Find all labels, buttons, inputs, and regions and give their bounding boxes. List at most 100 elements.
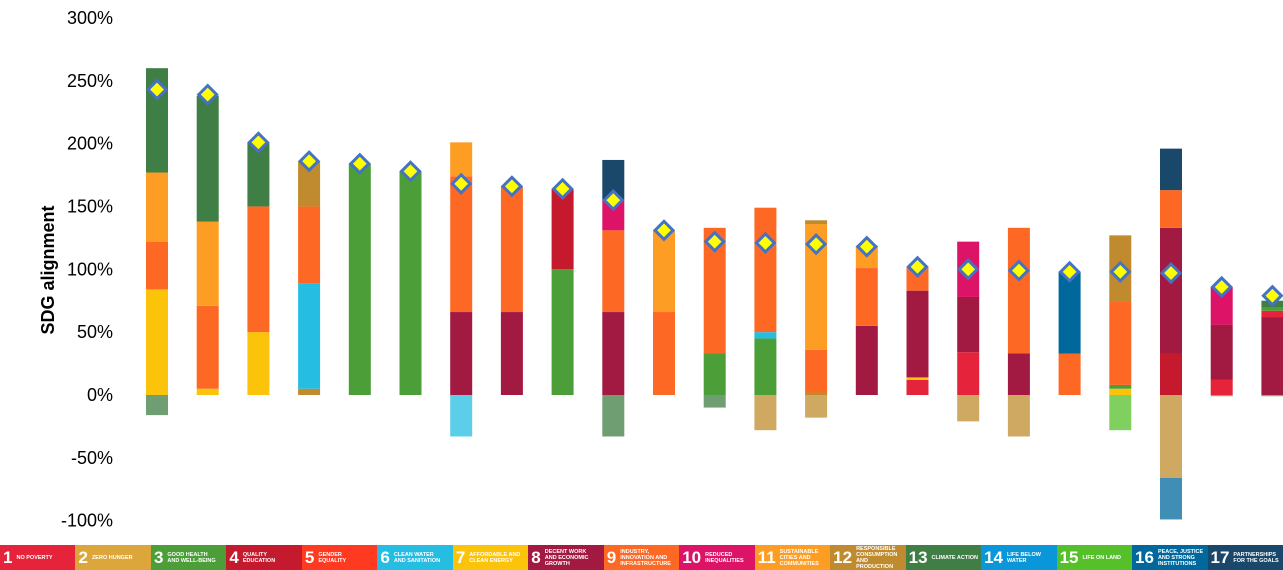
score-marker [1210, 275, 1233, 299]
sdg-name: CLEAN WATER AND SANITATION [393, 551, 441, 564]
bar-segment-sdg-4 [1160, 353, 1182, 395]
bar-segment-sdg-6 [298, 283, 321, 389]
sdg-name: DECENT WORK AND ECONOMIC GROWTH [544, 548, 589, 567]
sdg-tile-4: 4 QUALITY EDUCATION [226, 545, 302, 570]
bar-segment-sdg-11 [653, 230, 675, 313]
y-tick-label: 0% [87, 385, 113, 405]
bar-segment-sdg-12 [805, 395, 828, 418]
score-marker [247, 131, 270, 154]
sdg-number: 13 [908, 548, 928, 567]
bar-segment-sdg-9 [653, 312, 675, 395]
score-marker [652, 219, 676, 242]
sdg-name: NO POVERTY [16, 554, 53, 561]
sdg-number: 14 [984, 548, 1004, 567]
bar-segment-sdg-8 [602, 312, 625, 395]
y-tick-label: -50% [71, 448, 113, 468]
sdg-tile-2: 2 ZERO HUNGER [75, 545, 151, 570]
y-tick-label: 250% [67, 71, 113, 91]
bar-segment-sdg-9 [805, 349, 828, 393]
bar-segment-sdg-8 [1210, 324, 1233, 380]
bar-segment-sdg-11 [450, 142, 473, 177]
bar-segment-sdg-15 [1109, 395, 1132, 431]
sdg-tile-6: 6 CLEAN WATER AND SANITATION [377, 545, 453, 570]
score-marker [957, 258, 980, 281]
sdg-name: LIFE ON LAND [1082, 554, 1121, 561]
sdg-number: 8 [531, 548, 541, 567]
bar-segment-sdg-16 [1160, 477, 1182, 520]
bar-segment-sdg-9 [1007, 227, 1030, 354]
sdg-name: REDUCED INEQUALITIES [705, 551, 744, 564]
sdg-tile-5: 5 GENDER EQUALITY [301, 545, 378, 570]
bar-segment-sdg-6 [450, 395, 473, 437]
bar-segment-sdg-7 [906, 377, 929, 380]
bar-segment-sdg-9 [855, 268, 878, 326]
bar-segment-sdg-9 [298, 206, 321, 284]
sdg-legend-strip: 1 NO POVERTY 2 ZERO HUNGER 3 GOOD HEALTH AND … [0, 545, 1283, 570]
bar-segment-sdg-8 [957, 296, 980, 353]
bar-segment-sdg-9 [146, 241, 168, 290]
bar-segment-sdg-9 [1058, 353, 1081, 395]
sdg-number: 7 [455, 548, 466, 567]
sdg-tile-9: 9 INDUSTRY, INNOVATION AND INFRASTRUCTURE [603, 545, 680, 570]
bar-segment-sdg-1 [1210, 379, 1233, 395]
bar-segment-sdg-8 [1160, 227, 1182, 354]
score-marker [855, 235, 878, 258]
score-marker [297, 150, 321, 173]
score-marker [1261, 284, 1283, 307]
y-tick-label: 50% [77, 322, 113, 342]
bar-segment-sdg-1 [957, 352, 980, 395]
score-marker [348, 152, 371, 175]
bar-segment-sdg-13 [703, 395, 726, 408]
score-marker [1058, 260, 1081, 283]
bar-segment-sdg-7 [1109, 388, 1132, 395]
bar-segment-sdg-12 [298, 161, 321, 207]
bar-segment-sdg-12 [1007, 395, 1030, 437]
bar-segment-sdg-10 [1210, 286, 1233, 325]
sdg-tile-13: 13 CLIMATE ACTION [905, 545, 982, 570]
sdg-tile-11: 11 SUSTAINABLE CITIES AND COMMUNITIES [754, 545, 831, 570]
bar-segment-sdg-3 [551, 269, 574, 395]
bar-segment-sdg-11 [805, 224, 828, 350]
bar-segment-sdg-9 [703, 227, 726, 354]
score-marker [1159, 261, 1183, 285]
bar-segment-sdg-9 [450, 176, 473, 313]
sdg-name: LIFE BELOW WATER [1007, 551, 1041, 564]
bar-segment-sdg-1 [1261, 310, 1283, 318]
bar-segment-sdg-3 [1210, 395, 1233, 397]
bar-segment-sdg-12 [754, 395, 777, 431]
sdg-number: 6 [380, 548, 390, 567]
bar-segment-sdg-11 [146, 172, 168, 242]
sdg-name: SUSTAINABLE CITIES AND COMMUNITIES [779, 548, 819, 567]
bar-segment-sdg-13 [247, 142, 270, 207]
sdg-tile-10: 10 REDUCED INEQUALITIES [679, 545, 755, 570]
y-axis: 300% 250% 200% 150% 100% 50% 0% -50% -100% [61, 8, 113, 531]
bar-segment-sdg-12 [805, 220, 828, 225]
sdg-name: ZERO HUNGER [91, 554, 133, 561]
sdg-tile-17: 17 PARTNERSHIPS FOR THE GOALS [1207, 545, 1283, 570]
sdg-number: 3 [153, 548, 164, 567]
score-marker [804, 233, 828, 256]
sdg-name: PEACE, JUSTICE AND STRONG INSTITUTIONS [1157, 548, 1204, 567]
score-marker [1007, 259, 1031, 282]
bar-segment-sdg-9 [602, 230, 625, 313]
sdg-alignment-chart: 300% 250% 200% 150% 100% 50% 0% -50% -100% SDG a… [38, 8, 1283, 531]
bar-segment-sdg-10 [602, 200, 625, 231]
sdg-number: 11 [757, 548, 776, 567]
score-marker [551, 177, 574, 200]
bar-segment-sdg-8 [855, 325, 878, 395]
bar-segment-sdg-3 [399, 171, 422, 395]
score-marker [145, 78, 169, 101]
sdg-tile-7: 7 AFFORDABLE AND CLEAN ENERGY [452, 545, 529, 570]
bar-segment-sdg-3 [348, 163, 371, 395]
sdg-name: RESPONSIBLE CONSUMPTION AND PRODUCTION [856, 545, 898, 570]
bar-segment-sdg-13 [146, 395, 168, 416]
sdg-tile-8: 8 DECENT WORK AND ECONOMIC GROWTH [528, 545, 604, 570]
score-marker [500, 175, 524, 198]
bar-segment-sdg-7 [196, 388, 219, 395]
sdg-tile-1: 1 NO POVERTY [0, 545, 76, 570]
bar-segment-sdg-9 [906, 266, 929, 291]
sdg-name: AFFORDABLE AND CLEAN ENERGY [469, 551, 521, 564]
bar-segment-sdg-8 [500, 312, 523, 395]
sdg-number: 5 [304, 548, 315, 567]
bar-segment-sdg-3 [1109, 384, 1132, 389]
